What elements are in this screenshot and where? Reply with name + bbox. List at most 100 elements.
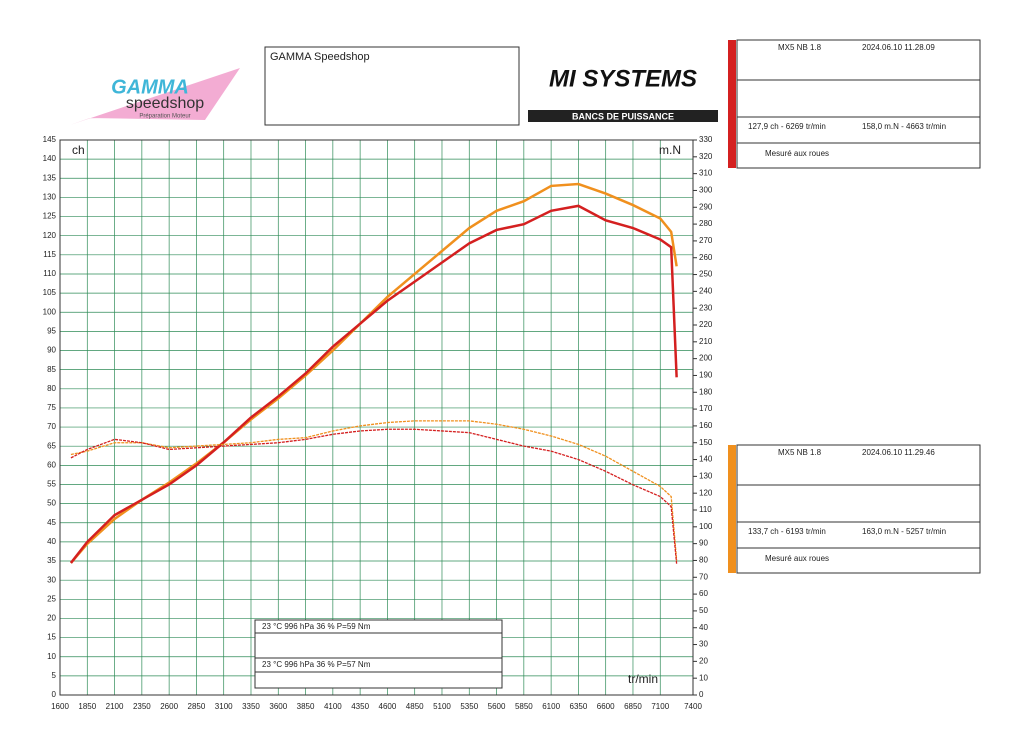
x-tick-label: 6850: [624, 702, 642, 711]
run-note: Mesuré aux roues: [765, 554, 829, 563]
y2-tick-label: 90: [699, 539, 708, 548]
x-tick-label: 4600: [379, 702, 397, 711]
x-tick-label: 2600: [160, 702, 178, 711]
y2-tick-label: 180: [699, 387, 713, 396]
y2-tick-label: 130: [699, 471, 713, 480]
y-tick-label: 35: [47, 556, 56, 565]
x-axis-label: tr/min: [628, 672, 658, 686]
y-tick-label: 0: [52, 690, 57, 699]
y-tick-label: 125: [43, 212, 57, 221]
y2-tick-label: 230: [699, 303, 713, 312]
y-tick-label: 40: [47, 537, 56, 546]
y-tick-label: 90: [47, 346, 56, 355]
shop-box: [264, 46, 520, 126]
x-tick-label: 6350: [570, 702, 588, 711]
y-tick-label: 45: [47, 518, 56, 527]
y-tick-label: 130: [43, 193, 57, 202]
y2-tick-label: 220: [699, 320, 713, 329]
x-tick-label: 4100: [324, 702, 342, 711]
y2-tick-label: 270: [699, 236, 713, 245]
run-vehicle: MX5 NB 1.8: [778, 43, 822, 52]
x-tick-label: 6100: [542, 702, 560, 711]
logo-left: GAMMA speedshop Préparation Moteur: [70, 68, 240, 125]
x-tick-label: 5100: [433, 702, 451, 711]
y2-tick-label: 200: [699, 354, 713, 363]
y2-tick-label: 110: [699, 505, 712, 514]
y2-tick-label: 20: [699, 656, 708, 665]
logo-brand: MI SYSTEMS: [549, 65, 697, 92]
y-tick-label: 65: [47, 441, 56, 450]
y-tick-label: 10: [47, 652, 56, 661]
torque-line: [70, 420, 678, 561]
y2-tick-label: 310: [699, 169, 713, 178]
run-power: 133,7 ch - 6193 tr/min: [748, 527, 826, 536]
y2-tick-label: 0: [699, 690, 704, 699]
y-tick-label: 135: [43, 173, 57, 182]
y-tick-label: 50: [47, 499, 56, 508]
y-tick-label: 20: [47, 614, 56, 623]
run-torque: 163,0 m.N - 5257 tr/min: [862, 527, 946, 536]
x-tick-label: 5350: [460, 702, 478, 711]
y-tick-label: 55: [47, 480, 56, 489]
x-tick-label: 2100: [106, 702, 124, 711]
x-tick-label: 7400: [684, 702, 702, 711]
logo-right: MI SYSTEMS BANCS DE PUISSANCE: [528, 65, 718, 122]
x-tick-label: 1850: [78, 702, 96, 711]
x-tick-label: 2350: [133, 702, 151, 711]
y2-tick-label: 260: [699, 253, 713, 262]
y-tick-label: 5: [52, 671, 57, 680]
conditions-run-2: 23 °C 996 hPa 36 % P=57 Nm: [262, 660, 371, 669]
y2-tick-label: 60: [699, 589, 708, 598]
y-tick-label: 95: [47, 326, 56, 335]
x-tick-label: 7100: [651, 702, 669, 711]
conditions-box: [254, 619, 503, 689]
y2-tick-label: 100: [699, 522, 713, 531]
y2-tick-label: 50: [699, 606, 708, 615]
y2-tick-label: 300: [699, 186, 713, 195]
y-tick-label: 60: [47, 460, 56, 469]
run-box: [736, 39, 981, 169]
y2-tick-label: 190: [699, 371, 713, 380]
y2-tick-label: 210: [699, 337, 713, 346]
y-tick-label: 115: [43, 250, 56, 259]
y-tick-label: 75: [47, 403, 56, 412]
chart: 0 5 10 15 20 25 30 35 40 45 50 55 60 65 70 75 80 85 90 95 10…: [43, 135, 713, 711]
x-tick-label: 3850: [297, 702, 315, 711]
x-tick-label: 4850: [406, 702, 424, 711]
y-axis-label: ch: [72, 143, 85, 157]
power-line: [69, 182, 678, 564]
run-date: 2024.06.10 11.29.46: [862, 448, 935, 457]
y2-tick-label: 10: [699, 673, 708, 682]
logo-tagline: BANCS DE PUISSANCE: [572, 111, 674, 121]
y2-tick-label: 250: [699, 270, 713, 279]
y2-tick-label: 30: [699, 640, 708, 649]
y-tick-label: 110: [43, 269, 56, 278]
x-tick-label: 3100: [215, 702, 233, 711]
y2-tick-label: 170: [699, 404, 713, 413]
run-panels: MX5 NB 1.8 2024.06.10 11.28.09 127,9 ch - …: [728, 39, 981, 574]
y-tick-label: 70: [47, 422, 56, 431]
logo-brand: GAMMA: [111, 76, 189, 98]
conditions-run-1: 23 °C 996 hPa 36 % P=59 Nm: [262, 622, 371, 631]
run-power: 127,9 ch - 6269 tr/min: [748, 122, 826, 131]
logo-sub: speedshop: [126, 95, 204, 112]
y2-tick-label: 330: [699, 135, 713, 144]
y2-tick-label: 140: [699, 455, 713, 464]
run-color-bar: [728, 40, 736, 168]
run-torque: 158,0 m.N - 4663 tr/min: [862, 122, 946, 131]
x-tick-label: 3600: [269, 702, 287, 711]
y-tick-label: 140: [43, 154, 57, 163]
run-vehicle: MX5 NB 1.8: [778, 448, 822, 457]
x-tick-label: 3350: [242, 702, 260, 711]
y-tick-label: 25: [47, 594, 56, 603]
x-tick-label: 1600: [51, 702, 69, 711]
y-tick-label: 105: [43, 288, 57, 297]
run-note: Mesuré aux roues: [765, 149, 829, 158]
x-tick-label: 6600: [597, 702, 615, 711]
torque-line: [70, 428, 678, 564]
y2-axis-label: m.N: [659, 143, 681, 157]
x-tick-label: 5600: [488, 702, 506, 711]
y2-tick-label: 120: [699, 488, 713, 497]
x-tick-label: 5850: [515, 702, 533, 711]
